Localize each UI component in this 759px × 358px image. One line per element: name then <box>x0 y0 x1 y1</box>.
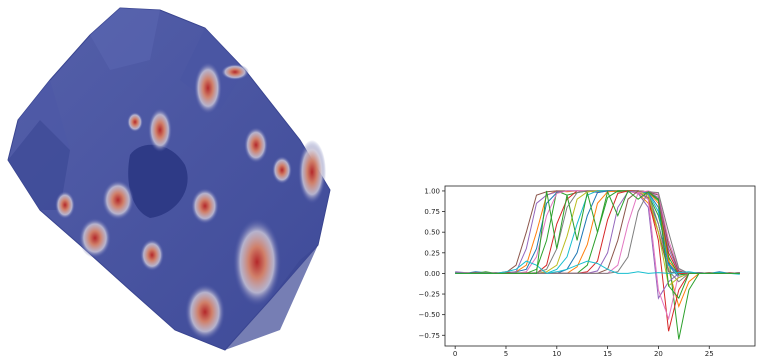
y-tick-label: −0.50 <box>419 311 440 319</box>
hotspot <box>55 191 75 219</box>
hotspot <box>272 156 292 184</box>
series-line-19 <box>455 190 740 300</box>
series-line-2 <box>455 190 740 340</box>
series-line-1 <box>455 190 740 308</box>
hotspot <box>79 218 111 258</box>
y-tick-label: −0.75 <box>419 332 440 340</box>
y-axis: −0.75 −0.50 −0.25 0.00 0.25 0.50 0.75 1.00 <box>419 187 445 340</box>
y-tick-label: 0.75 <box>424 208 440 216</box>
hotspot <box>148 108 172 152</box>
x-tick-label: 10 <box>552 350 561 358</box>
hotspot <box>140 239 164 271</box>
x-axis: 0 5 10 15 20 25 <box>453 346 714 358</box>
hotspot <box>185 284 225 340</box>
series-line-4 <box>455 190 740 300</box>
hotspot <box>244 127 268 163</box>
y-tick-label: 0.25 <box>424 249 440 257</box>
y-tick-label: 1.00 <box>424 187 440 195</box>
x-tick-label: 20 <box>654 350 663 358</box>
y-tick-label: 0.00 <box>424 270 440 278</box>
hotspot <box>194 62 222 114</box>
plot-frame <box>444 185 756 347</box>
series-line-18 <box>455 260 740 275</box>
line-chart: 0 5 10 15 20 25 −0.75 −0.50 −0.25 0.00 0.25 0.50 0.… <box>419 185 756 358</box>
series-line-6 <box>455 190 740 321</box>
hotspot <box>221 64 249 80</box>
x-tick-label: 15 <box>603 350 612 358</box>
x-tick-label: 5 <box>504 350 508 358</box>
y-tick-label: 0.50 <box>424 229 440 237</box>
hotspot <box>191 188 219 224</box>
hotspot <box>298 140 326 204</box>
x-tick-label: 0 <box>453 350 457 358</box>
mesh-cavity <box>128 144 188 218</box>
hotspot <box>127 112 143 132</box>
hotspot <box>233 218 281 306</box>
series-lines <box>455 190 740 340</box>
y-tick-label: −0.25 <box>419 291 440 299</box>
mesh-render <box>7 7 331 351</box>
hotspot <box>102 180 134 220</box>
x-tick-label: 25 <box>705 350 714 358</box>
